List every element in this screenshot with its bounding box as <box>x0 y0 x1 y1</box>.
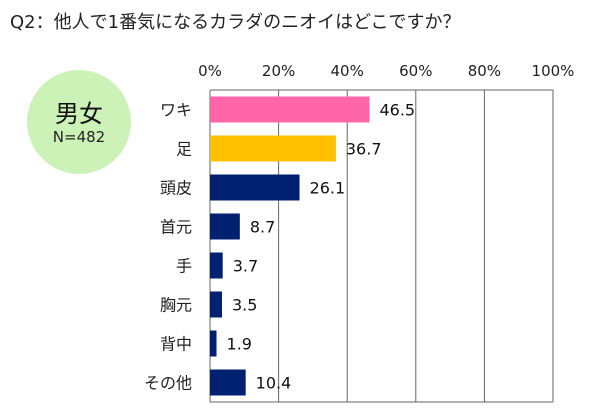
data-label: 3.5 <box>232 296 257 315</box>
category-label: 頭皮 <box>160 179 192 198</box>
badge-sample-size: N=482 <box>52 128 106 146</box>
category-label: 背中 <box>160 335 192 354</box>
data-label: 8.7 <box>250 218 275 237</box>
bar <box>210 252 223 279</box>
category-label: 足 <box>176 140 192 159</box>
data-label: 36.7 <box>346 140 382 159</box>
bar <box>210 213 240 240</box>
x-tick-label: 80% <box>468 62 501 80</box>
data-label: 10.4 <box>256 374 292 393</box>
bar <box>210 96 370 123</box>
sample-badge: 男女 N=482 <box>27 70 131 174</box>
x-tick-label: 20% <box>262 62 295 80</box>
data-label: 3.7 <box>233 257 258 276</box>
data-label: 46.5 <box>379 101 415 120</box>
badge-gender-label: 男女 <box>55 100 103 128</box>
category-label: 手 <box>176 257 192 276</box>
bar <box>210 291 223 318</box>
data-label: 1.9 <box>227 335 252 354</box>
bar <box>210 330 217 357</box>
category-label: 首元 <box>160 218 192 237</box>
x-tick-label: 0% <box>198 62 222 80</box>
bar <box>210 174 300 201</box>
category-label: 胸元 <box>160 296 192 315</box>
x-tick-label: 100% <box>532 62 575 80</box>
bar <box>210 369 246 396</box>
x-tick-label: 40% <box>331 62 364 80</box>
chart-title: Q2：他人で1番気になるカラダのニオイはどこですか？ <box>10 12 461 33</box>
category-label: ワキ <box>160 101 192 120</box>
category-label: その他 <box>144 374 192 393</box>
x-tick-label: 60% <box>399 62 432 80</box>
data-label: 26.1 <box>310 179 346 198</box>
bar <box>210 135 336 162</box>
